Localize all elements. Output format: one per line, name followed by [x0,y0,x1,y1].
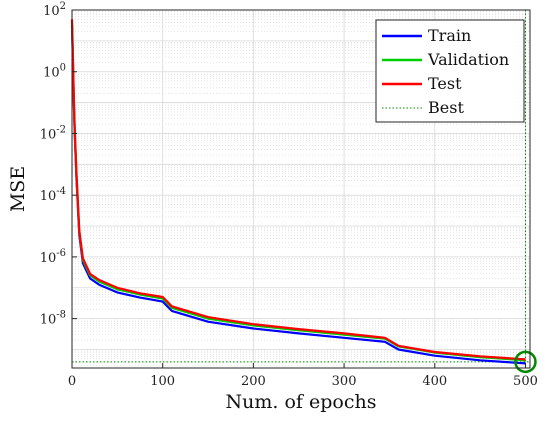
x-tick-label: 300 [332,374,357,389]
x-tick-label: 400 [422,374,447,389]
legend-label-train: Train [428,26,471,45]
plot-frame [71,9,531,369]
y-tick-label: 10-4 [40,186,66,204]
series-lines [70,19,526,365]
y-tick-label: 10-2 [40,124,66,142]
best-lines [72,10,530,368]
legend-label-test: Test [428,74,462,93]
x-axis-ticks: 0 100 200 300 400 500 [68,363,538,389]
y-axis-label: MSE [7,166,29,212]
x-tick-label: 100 [150,374,175,389]
legend-label-best: Best [428,98,464,117]
legend: Train Validation Test Best [375,19,525,123]
y-tick-label: 102 [43,1,66,19]
x-tick-label: 0 [68,374,76,389]
y-tick-label: 100 [43,63,66,81]
y-axis-ticks: 102 100 10-2 10-4 10-6 10-8 [40,1,77,328]
x-tick-label: 200 [241,374,266,389]
legend-label-validation: Validation [427,50,509,69]
y-tick-label: 10-8 [40,310,66,328]
x-tick-label: 500 [513,374,538,389]
best-marker [514,350,537,374]
x-axis-label: Num. of epochs [226,391,377,413]
y-tick-label: 10-6 [40,248,66,266]
series-line-test [70,19,526,361]
